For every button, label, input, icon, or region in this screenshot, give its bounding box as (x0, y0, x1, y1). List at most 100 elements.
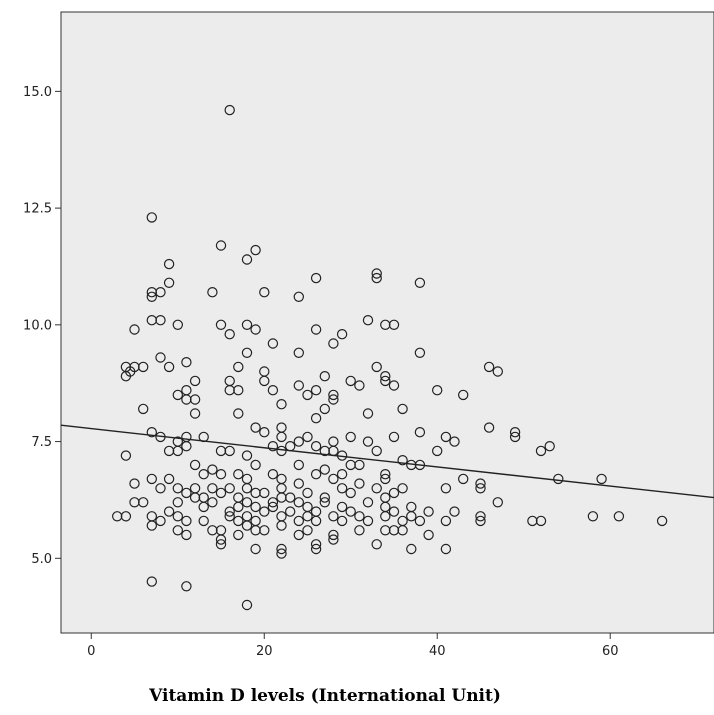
data-point (293, 497, 304, 508)
data-point (414, 427, 426, 438)
data-point (163, 473, 175, 485)
data-point (207, 483, 218, 494)
data-point (362, 497, 374, 508)
data-point (293, 436, 304, 447)
data-point (310, 539, 322, 550)
data-point (259, 525, 270, 536)
data-point (233, 361, 244, 373)
data-point (155, 352, 166, 363)
data-points (111, 104, 668, 611)
data-point (328, 473, 339, 485)
data-point (181, 515, 192, 527)
data-point (250, 244, 261, 256)
data-point (458, 389, 469, 401)
data-point (181, 529, 192, 541)
data-point (293, 529, 304, 541)
data-point (293, 380, 304, 391)
data-point (354, 478, 365, 489)
data-point (449, 506, 460, 517)
data-point (310, 441, 322, 452)
y-tick-label: 7.5 (31, 435, 52, 450)
data-point (362, 515, 374, 527)
data-point (146, 212, 157, 223)
data-point (328, 529, 339, 541)
data-point (215, 487, 227, 499)
data-point (423, 506, 434, 517)
data-point (224, 445, 235, 457)
data-point (432, 445, 443, 457)
data-point (276, 399, 287, 410)
data-point (233, 385, 244, 396)
data-point (163, 361, 175, 373)
data-point (380, 375, 391, 387)
data-point (492, 497, 503, 508)
y-tick-label: 15.0 (23, 85, 52, 100)
data-point (319, 445, 330, 457)
data-point (155, 515, 166, 527)
data-point (224, 104, 235, 116)
data-point (397, 403, 408, 415)
data-point (120, 450, 132, 461)
data-point (328, 511, 339, 522)
x-tick-label: 0 (87, 644, 95, 659)
data-point (354, 525, 365, 536)
data-point (215, 534, 227, 545)
data-point (483, 361, 495, 373)
data-point (354, 511, 365, 522)
data-point (345, 487, 356, 499)
data-point (380, 511, 391, 522)
data-point (215, 469, 227, 480)
data-point (371, 483, 382, 494)
y-tick-label: 5.0 (31, 552, 52, 567)
data-point (302, 487, 313, 499)
data-point (215, 240, 227, 251)
data-point (319, 403, 330, 415)
data-point (163, 277, 175, 288)
data-point (302, 389, 313, 401)
data-point (233, 501, 244, 513)
data-point (397, 525, 408, 536)
data-point (293, 478, 304, 489)
data-point (241, 450, 253, 461)
data-point (440, 515, 452, 527)
data-point (207, 464, 218, 475)
data-point (336, 483, 348, 494)
x-tick-label: 60 (602, 644, 619, 659)
data-point (155, 287, 166, 298)
data-point (458, 473, 469, 485)
data-point (310, 413, 322, 424)
data-point (328, 338, 339, 349)
data-point (250, 324, 261, 335)
data-point (345, 506, 356, 517)
data-point (259, 375, 270, 387)
data-point (328, 534, 339, 545)
data-point (285, 506, 296, 517)
data-point (189, 394, 201, 405)
data-point (207, 497, 218, 508)
data-point (215, 539, 227, 550)
data-point (535, 515, 547, 527)
data-point (163, 506, 175, 517)
data-point (215, 319, 227, 330)
data-point (172, 511, 183, 522)
data-point (388, 431, 400, 443)
data-point (397, 483, 408, 494)
data-point (137, 497, 149, 508)
y-axis: 5.0 7.5 10.0 12.5 15.0 (23, 85, 61, 567)
data-point (310, 272, 322, 284)
data-point (146, 427, 157, 438)
data-point (310, 515, 322, 527)
data-point (371, 539, 382, 550)
data-point (492, 366, 503, 377)
data-point (172, 525, 183, 536)
x-tick-label: 40 (429, 644, 446, 659)
data-point (241, 483, 253, 494)
data-point (483, 422, 495, 433)
data-point (388, 506, 400, 517)
data-point (293, 459, 304, 471)
data-point (362, 408, 374, 419)
data-point (380, 473, 391, 485)
data-point (172, 319, 183, 330)
data-point (198, 469, 209, 480)
data-point (224, 329, 235, 340)
